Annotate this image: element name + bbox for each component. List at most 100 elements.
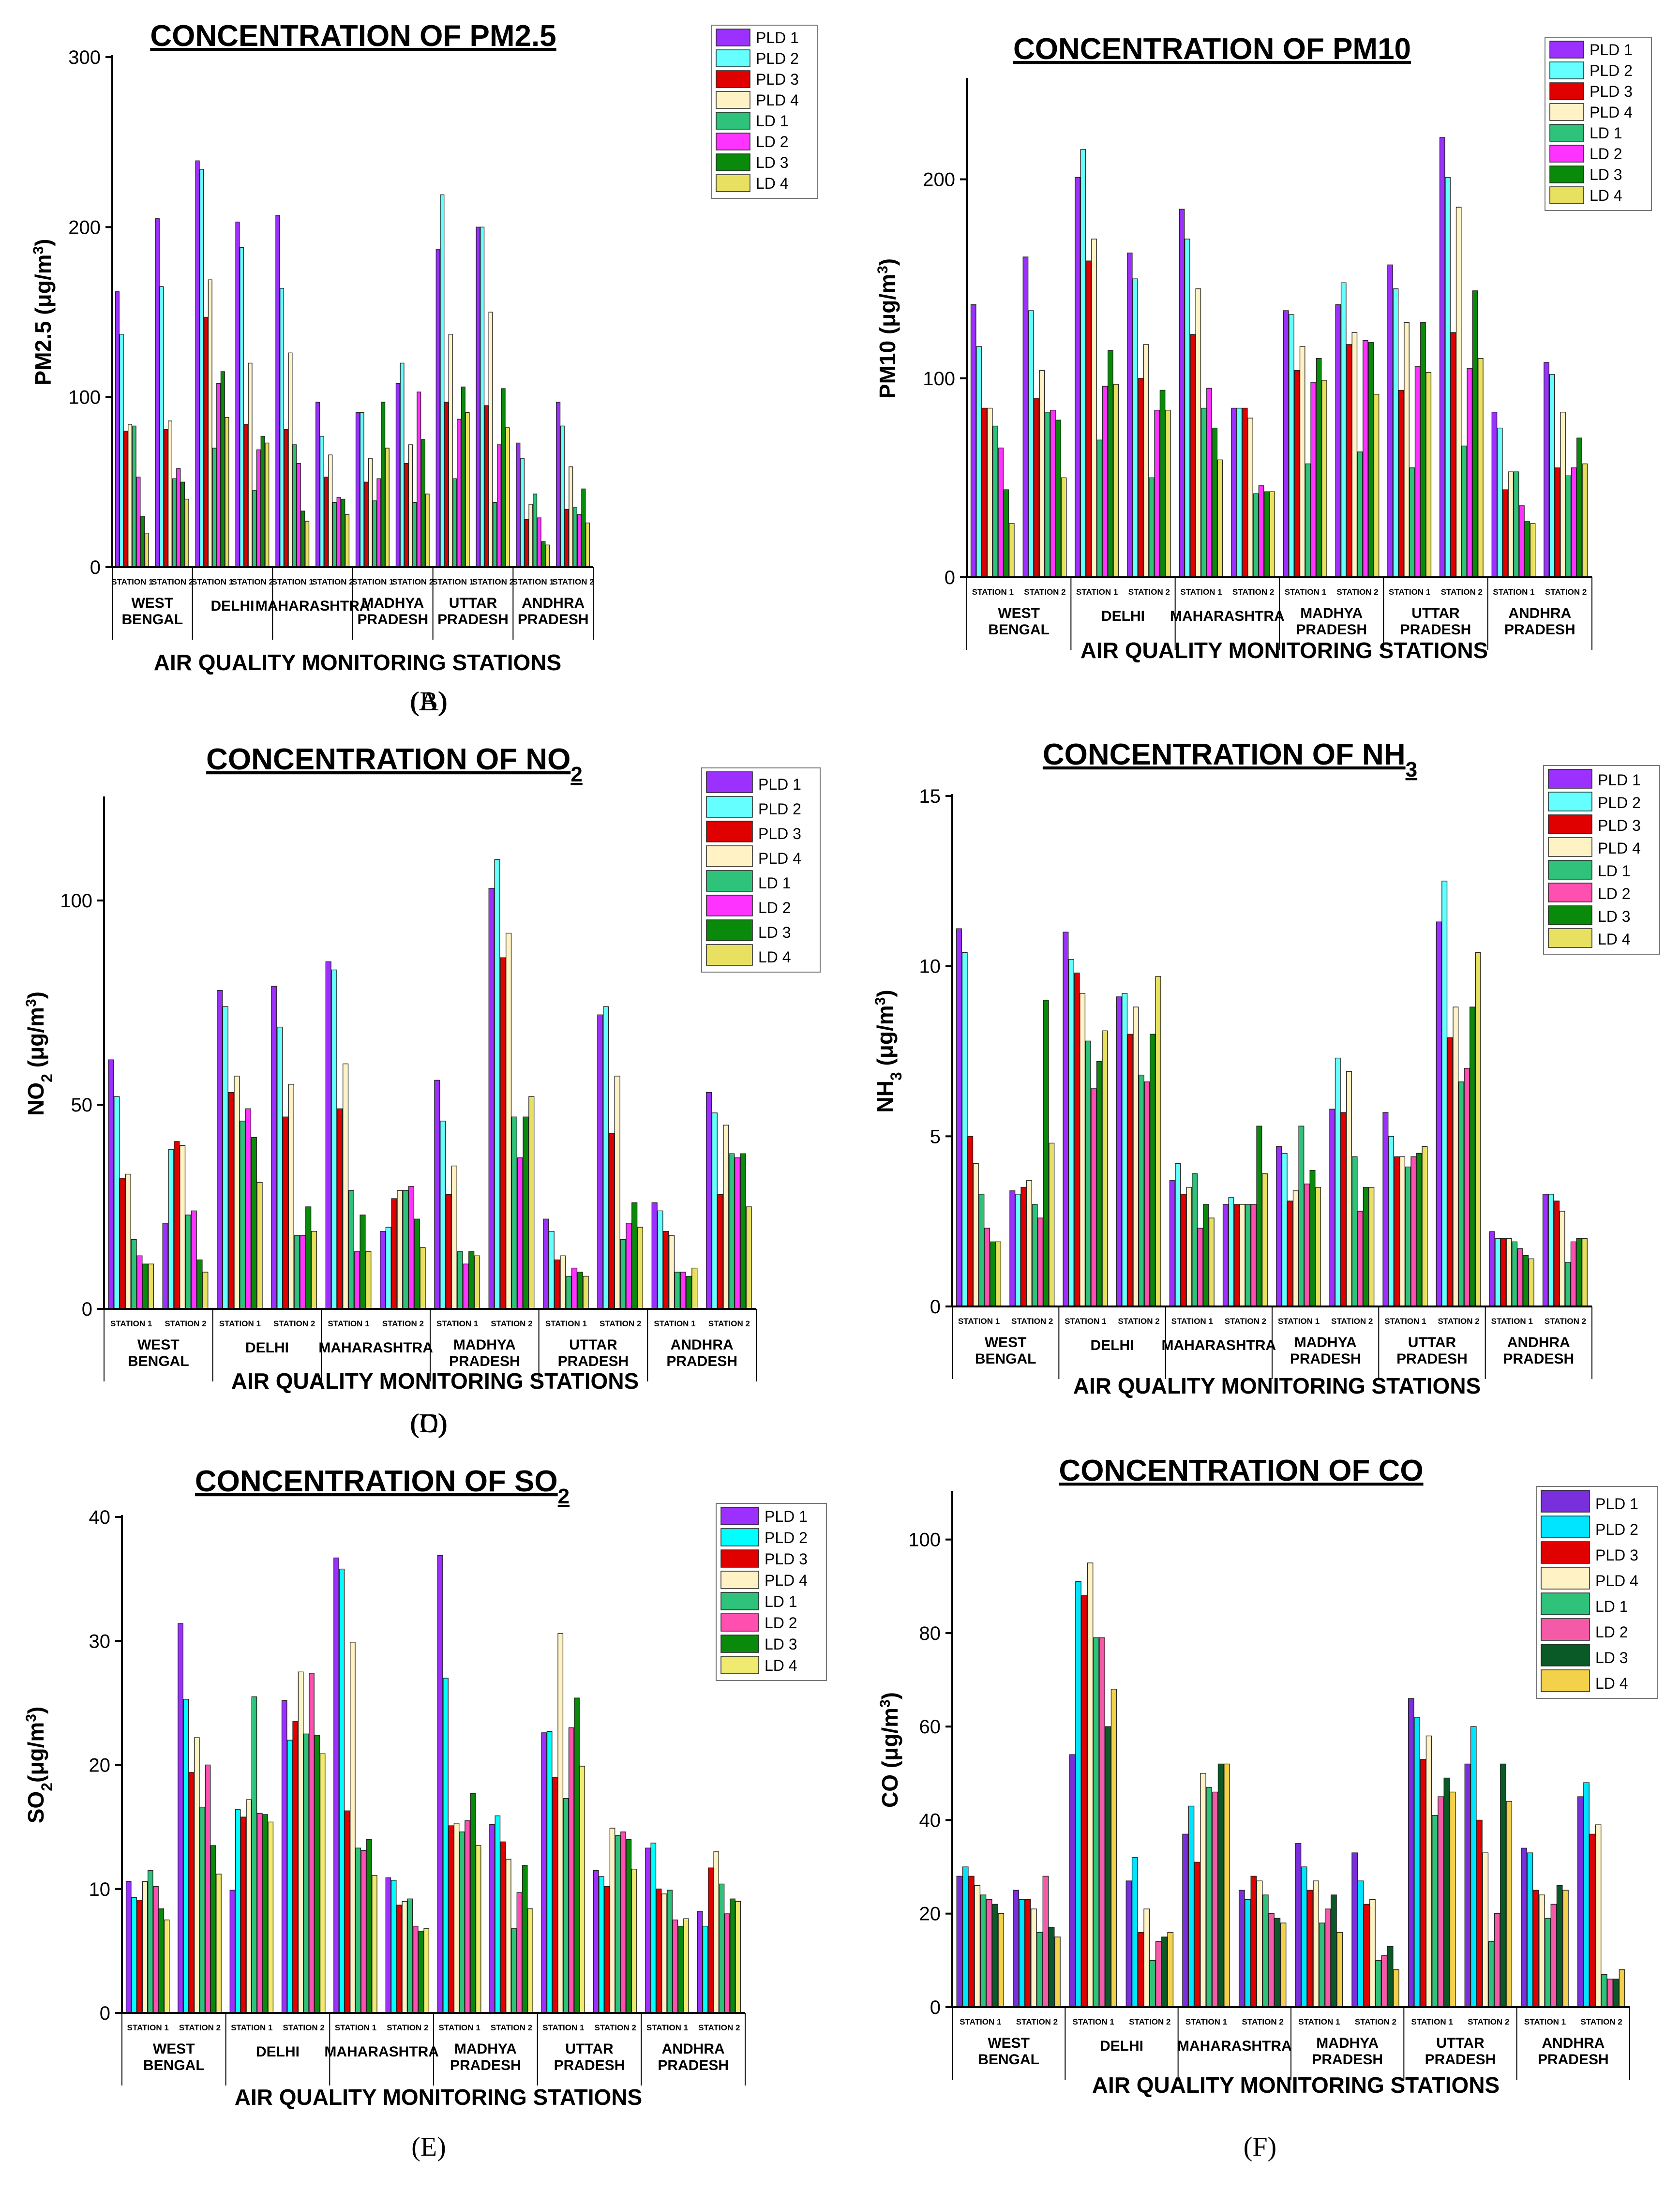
bar — [1203, 1204, 1209, 1307]
bar — [155, 218, 160, 568]
bar — [1497, 427, 1503, 578]
bar — [404, 463, 409, 568]
legend-label: PLD 3 — [1590, 83, 1633, 100]
bar — [1048, 1927, 1055, 2008]
bar — [148, 1870, 153, 2013]
region-label: ANDHRA PRADESH — [666, 1337, 737, 1369]
bar — [1519, 505, 1525, 578]
bar — [1422, 1146, 1428, 1307]
chart-c: CONCENTRATION OF NO2 NO2 (μg/m3) 0 50 100 STA… — [23, 743, 821, 1439]
bar — [212, 448, 217, 568]
bar — [566, 1276, 572, 1309]
y-axis-label: CO (μg/m3) — [877, 1692, 903, 1808]
y-tick-label: 30 — [89, 1631, 111, 1652]
bar — [339, 1568, 345, 2013]
legend-label: LD 4 — [756, 175, 789, 192]
bar — [420, 439, 425, 568]
bar — [108, 1059, 114, 1309]
bar — [319, 1753, 326, 2013]
bar — [1340, 1112, 1347, 1307]
bar — [423, 1928, 430, 2013]
station-label: STATION 1 — [542, 2023, 584, 2032]
bar — [976, 346, 982, 578]
bar — [202, 1272, 209, 1309]
station-label: STATION 2 — [151, 577, 193, 586]
bar — [381, 402, 386, 568]
y-tick-label: 0 — [930, 1296, 941, 1318]
bar — [533, 494, 538, 568]
bar — [1549, 374, 1555, 578]
series-ld-2 — [136, 383, 582, 568]
bar — [440, 1121, 446, 1309]
bar — [723, 1125, 729, 1309]
bar — [465, 412, 470, 568]
bar — [554, 1259, 560, 1309]
bar — [418, 1931, 424, 2013]
y-tick-label: 100 — [923, 368, 955, 390]
bar — [210, 1845, 216, 2013]
bar — [158, 1908, 165, 2013]
bar — [1280, 1922, 1287, 2008]
bar — [332, 502, 337, 568]
bar — [546, 1731, 553, 2013]
region-label: MADHYA PRADESH — [450, 2041, 521, 2073]
station-label: STATION 1 — [1384, 1317, 1426, 1326]
legend-label: LD 3 — [1590, 166, 1622, 183]
bar — [1570, 1241, 1576, 1307]
bar — [520, 458, 525, 568]
x-axis-label: AIR QUALITY MONITORING STATIONS — [235, 2085, 643, 2110]
bar — [355, 412, 360, 568]
bar — [1331, 1894, 1337, 2008]
bar — [385, 1877, 391, 2013]
legend-label: LD 4 — [1595, 1675, 1628, 1692]
bar — [408, 444, 413, 568]
region-label: ANDHRA PRADESH — [1503, 1335, 1574, 1367]
bar — [614, 1076, 620, 1309]
bar — [651, 1202, 658, 1309]
legend-label: PLD 4 — [1595, 1572, 1638, 1590]
y-axis-label: PM2.5 (μg/m3) — [30, 239, 56, 386]
bar — [461, 386, 465, 568]
bar — [1236, 407, 1243, 578]
bar — [474, 1255, 480, 1309]
bar — [372, 1875, 377, 2013]
bar — [597, 1014, 603, 1309]
station-label: STATION 2 — [273, 1319, 315, 1328]
bar — [1502, 489, 1508, 578]
bar — [987, 407, 993, 578]
bar — [1043, 1000, 1049, 1307]
region-label: MAHARASHTRA — [318, 1340, 433, 1356]
bar — [593, 1870, 599, 2013]
panel-label: (C) — [411, 1409, 447, 1439]
bar — [125, 1881, 132, 2013]
bar — [246, 1799, 252, 2013]
bar — [1530, 523, 1536, 578]
bar — [517, 1157, 523, 1309]
legend-label: PLD 4 — [765, 1572, 808, 1589]
bar — [1274, 1918, 1281, 2008]
legend-swatch — [706, 771, 753, 793]
bar — [288, 352, 293, 568]
station-label: STATION 2 — [179, 2023, 221, 2032]
bar — [1443, 1777, 1450, 2008]
region-label: DELHI — [245, 1340, 289, 1356]
y-tick-label: 300 — [68, 47, 101, 68]
bar — [395, 383, 400, 568]
station-label: STATION 1 — [328, 1319, 369, 1328]
panel-label: (F) — [1244, 2132, 1276, 2162]
bar — [1619, 1969, 1625, 2008]
bar — [292, 444, 297, 568]
legend-label: PLD 3 — [756, 71, 799, 88]
series-pld-4 — [128, 279, 573, 568]
bar — [1524, 521, 1530, 578]
legend-label: LD 4 — [765, 1657, 797, 1674]
bar — [1149, 477, 1155, 578]
bar — [391, 1198, 397, 1309]
bar — [199, 1806, 206, 2013]
bar — [1096, 1061, 1102, 1307]
legend-swatch — [706, 870, 753, 892]
bar — [1188, 1805, 1195, 2008]
station-label: STATION 2 — [491, 1319, 532, 1328]
legend-swatch — [1549, 41, 1584, 59]
bar — [1299, 346, 1305, 578]
